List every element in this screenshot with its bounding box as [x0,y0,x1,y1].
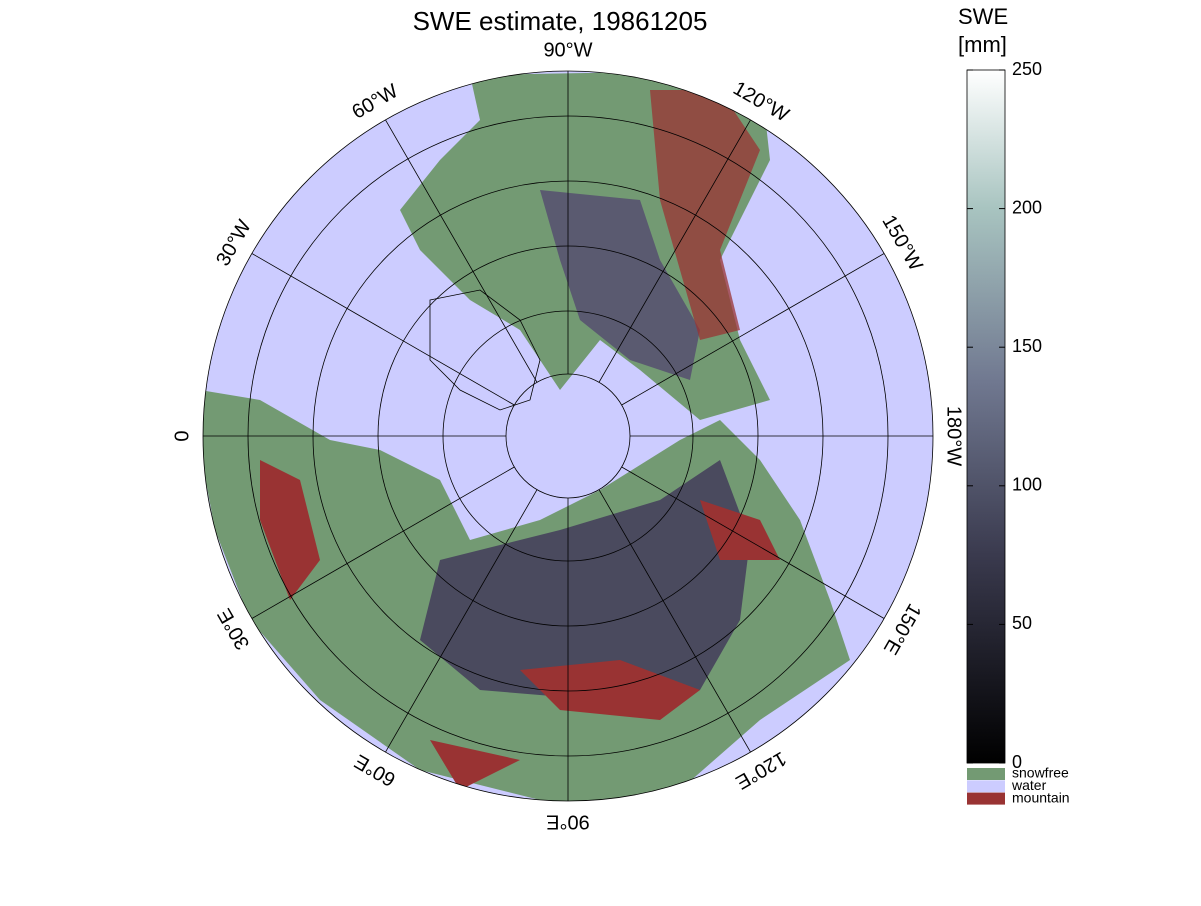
land-snow [540,190,700,380]
colorbar-unit: [mm] [958,32,1007,57]
graticule [203,71,933,801]
colorbar-tick-label: 150 [1012,336,1042,356]
colorbar-tick-label: 250 [1012,59,1042,79]
land-mountain [260,460,780,790]
meridian [385,489,538,753]
colorbar-tick-label: 50 [1012,613,1032,633]
map-disc [203,71,933,801]
colorbar-tick-label: 100 [1012,475,1042,495]
map-title: SWE estimate, 19861205 [413,6,708,36]
meridian [385,119,538,383]
legend-label: mountain [1012,789,1070,805]
colorbar-tick-label: 0 [1012,752,1022,772]
meridian [598,489,751,753]
legend-swatch [967,768,1005,780]
legend-label: water [1011,777,1047,793]
meridian [621,466,885,619]
land-mountain [650,90,760,340]
colorbar-ticks: 0 50 100 150 200 250 [967,59,1042,772]
meridian [251,466,515,619]
land-snow [420,460,750,700]
longitude-label: 0 [171,430,193,441]
longitude-label: 90°E [546,811,590,833]
meridian [621,253,885,406]
greenland-outline [429,289,541,411]
legend-swatch [967,780,1005,793]
meridian [598,119,751,383]
legend-label: snowfree [1012,765,1069,781]
longitude-label: 180°W [943,406,965,466]
meridian [251,253,515,406]
longitude-label: 90°W [543,39,592,61]
map-border [202,70,934,802]
colorbar [966,69,1006,764]
legend-swatch [967,792,1005,805]
colorbar-title: SWE [958,4,1008,29]
colorbar-tick-label: 200 [1012,197,1042,217]
